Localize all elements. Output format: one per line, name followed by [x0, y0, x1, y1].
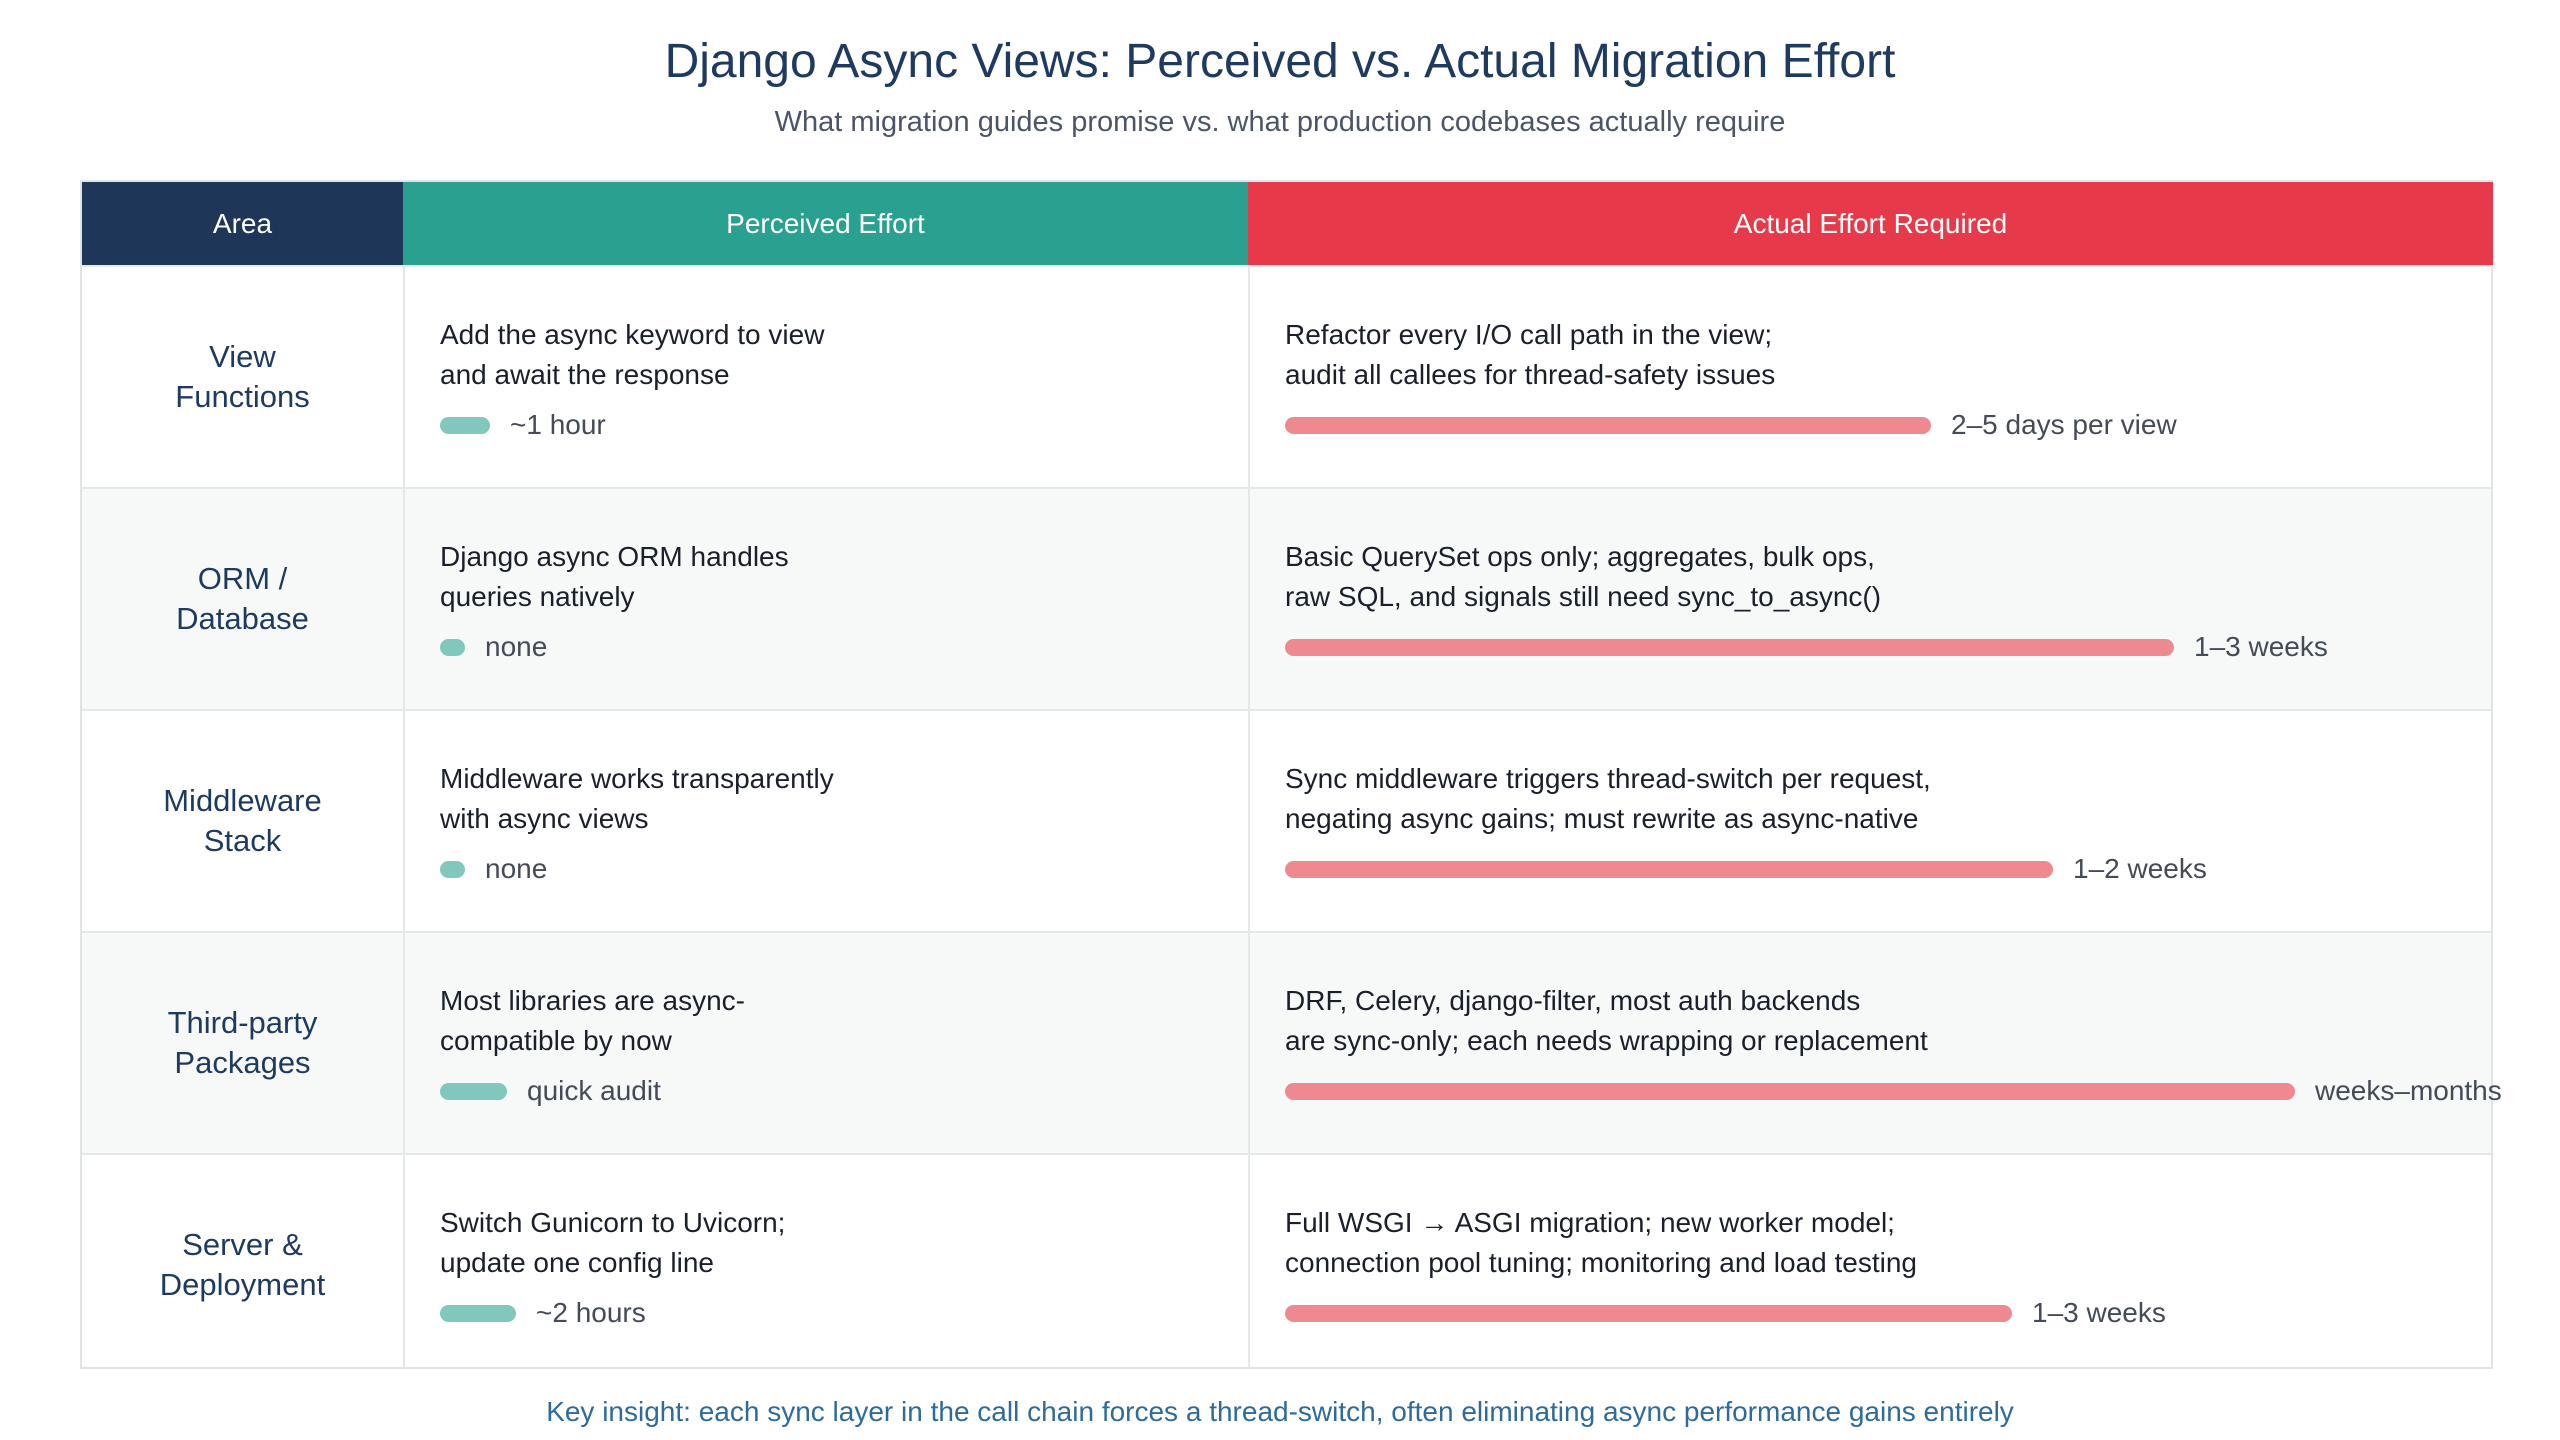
actual-effort-bar — [1285, 1305, 2012, 1322]
actual-line: connection pool tuning; monitoring and l… — [1285, 1247, 1917, 1278]
actual-effort-label: 2–5 days per view — [1951, 409, 2177, 440]
comparison-table: Area Perceived Effort Actual Effort Requ… — [80, 180, 2502, 1369]
actual-effort-text: Full WSGI → ASGI migration; new worker m… — [1285, 1203, 2435, 1283]
perceived-effort-bar — [440, 417, 490, 434]
perceived-line: Middleware works transparently — [440, 763, 834, 794]
table-row: View Functions Add the async keyword to v… — [82, 265, 2491, 487]
area-label: View Functions — [175, 339, 310, 414]
actual-effort-label: 1–3 weeks — [2194, 631, 2328, 662]
area-cell: Third-party Packages — [82, 933, 403, 1153]
perceived-effort-text: Django async ORM handles queries natively — [440, 537, 860, 617]
actual-line: audit all callees for thread-safety issu… — [1285, 359, 1776, 390]
perceived-effort-label: ~1 hour — [510, 409, 606, 440]
perceived-line: with async views — [440, 803, 649, 834]
actual-effort-bar — [1285, 639, 2174, 656]
table-row: Server & Deployment Switch Gunicorn to Uv… — [82, 1153, 2491, 1375]
actual-line: are sync-only; each needs wrapping or re… — [1285, 1025, 1928, 1056]
actual-line: Basic QuerySet ops only; aggregates, bul… — [1285, 541, 1875, 572]
page-subtitle: What migration guides promise vs. what p… — [774, 106, 1786, 138]
actual-line: Sync middleware triggers thread-switch p… — [1285, 763, 1931, 794]
table-row: ORM / Database Django async ORM handles qu… — [82, 487, 2491, 709]
perceived-effort-text: Middleware works transparently with async… — [440, 759, 860, 839]
actual-line: negating async gains; must rewrite as as… — [1285, 803, 1919, 834]
perceived-effort-label: none — [485, 631, 548, 662]
actual-effort-text: Basic QuerySet ops only; aggregates, bul… — [1285, 537, 2435, 617]
area-cell: ORM / Database — [82, 489, 403, 709]
actual-effort-text: Sync middleware triggers thread-switch p… — [1285, 759, 2435, 839]
actual-effort-label: 1–2 weeks — [2073, 853, 2207, 884]
actual-effort-bar — [1285, 417, 1931, 434]
area-cell: View Functions — [82, 267, 403, 487]
perceived-line: Switch Gunicorn to Uvicorn; — [440, 1207, 786, 1238]
actual-effort-bar — [1285, 1083, 2295, 1100]
perceived-line: queries natively — [440, 581, 635, 612]
perceived-effort-bar — [440, 639, 465, 656]
perceived-effort-text: Most libraries are async-compatible by n… — [440, 981, 860, 1061]
actual-line: raw SQL, and signals still need sync_to_… — [1285, 581, 1882, 612]
perceived-effort-bar — [440, 861, 465, 878]
perceived-line: Django async ORM handles — [440, 541, 789, 572]
table-row: Third-party Packages Most libraries are a… — [82, 931, 2502, 1153]
perceived-effort-text: Add the async keyword to view and await t… — [440, 315, 860, 395]
perceived-effort-label: ~2 hours — [536, 1297, 646, 1328]
header-perceived-effort: Perceived Effort — [403, 182, 1248, 265]
actual-effort-bar — [1285, 861, 2053, 878]
area-label: Server & Deployment — [159, 1227, 326, 1302]
column-divider — [1248, 265, 1250, 1367]
perceived-effort-label: none — [485, 853, 548, 884]
actual-effort-text: Refactor every I/O call path in the view… — [1285, 315, 2435, 395]
actual-line: Full WSGI → ASGI migration; new worker m… — [1285, 1207, 1895, 1238]
perceived-effort-bar — [440, 1305, 516, 1322]
perceived-line: update one config line — [440, 1247, 714, 1278]
area-cell: Server & Deployment — [82, 1155, 403, 1375]
table-row: Middleware Stack Middleware works transpa… — [82, 709, 2491, 931]
header-actual-effort: Actual Effort Required — [1248, 182, 2493, 265]
actual-effort-label: 1–3 weeks — [2032, 1297, 2166, 1328]
actual-effort-text: DRF, Celery, django-filter, most auth ba… — [1285, 981, 2435, 1061]
area-label: ORM / Database — [176, 561, 309, 636]
key-insight-note: Key insight: each sync layer in the call… — [546, 1396, 2014, 1427]
perceived-effort-bar — [440, 1083, 507, 1100]
area-cell: Middleware Stack — [82, 711, 403, 931]
perceived-line: Add the async keyword to view — [440, 319, 825, 350]
actual-line: Refactor every I/O call path in the view… — [1285, 319, 1773, 350]
page-title: Django Async Views: Perceived vs. Actual… — [664, 35, 1896, 88]
header-area: Area — [82, 182, 403, 265]
perceived-line: compatible by now — [440, 1025, 672, 1056]
area-label: Third-party Packages — [167, 1005, 318, 1080]
actual-line: DRF, Celery, django-filter, most auth ba… — [1285, 985, 1861, 1016]
perceived-effort-text: Switch Gunicorn to Uvicorn; update one co… — [440, 1203, 860, 1283]
column-divider — [403, 265, 405, 1367]
perceived-effort-label: quick audit — [527, 1075, 661, 1106]
perceived-line: Most libraries are async- — [440, 985, 745, 1016]
perceived-line: and await the response — [440, 359, 730, 390]
area-label: Middleware Stack — [163, 783, 322, 858]
actual-effort-label: weeks–months — [2315, 1075, 2502, 1106]
